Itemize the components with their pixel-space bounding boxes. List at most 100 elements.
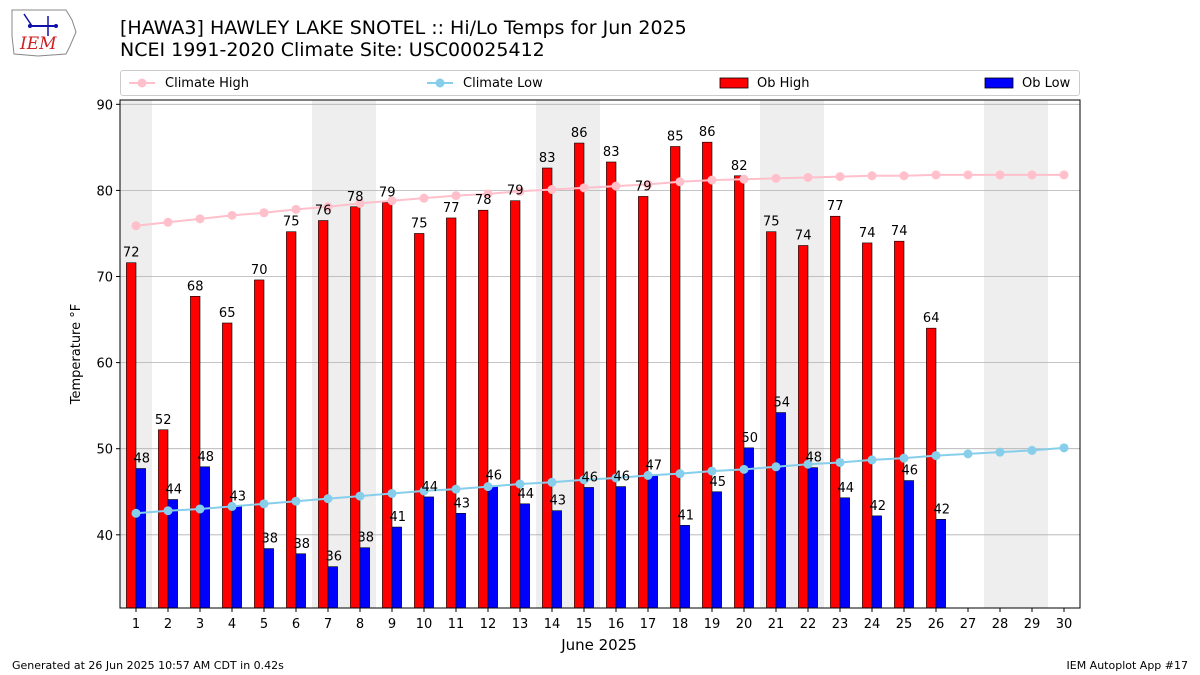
ob-high-bar bbox=[894, 240, 905, 609]
climate-high-point bbox=[259, 208, 269, 218]
ob-high-bar bbox=[734, 175, 745, 609]
climate-high-point bbox=[483, 189, 493, 199]
ob-high-bar bbox=[478, 209, 489, 609]
x-tick-label: 20 bbox=[736, 617, 753, 632]
ob-high-label: 72 bbox=[123, 246, 140, 261]
ob-high-label: 64 bbox=[923, 311, 940, 326]
ob-low-bar bbox=[647, 475, 658, 609]
climate-high-point bbox=[995, 170, 1005, 180]
ob-low-label: 38 bbox=[294, 537, 311, 552]
ob-low-label: 41 bbox=[678, 508, 695, 523]
ob-high-label: 82 bbox=[731, 159, 748, 174]
climate-low-point bbox=[387, 488, 397, 498]
climate-high-point bbox=[803, 172, 813, 182]
ob-low-bar bbox=[263, 548, 274, 609]
weekend-shading bbox=[984, 100, 1048, 608]
ob-high-bar bbox=[350, 206, 361, 609]
ob-low-label: 41 bbox=[390, 510, 407, 525]
climate-low-point bbox=[291, 496, 301, 506]
chart-legend: Climate High Climate Low Ob High Ob Low bbox=[120, 70, 1080, 96]
x-tick-label: 23 bbox=[832, 617, 849, 632]
climate-low-point bbox=[227, 501, 237, 511]
ob-high-label: 83 bbox=[603, 145, 620, 160]
ob-high-bar bbox=[638, 196, 649, 609]
climate-high-point bbox=[451, 191, 461, 201]
climate-low-point bbox=[611, 473, 621, 483]
ob-low-label: 50 bbox=[742, 431, 759, 446]
climate-high-point bbox=[771, 173, 781, 183]
x-tick-label: 3 bbox=[196, 617, 204, 632]
climate-high-point bbox=[163, 217, 173, 227]
ob-high-label: 83 bbox=[539, 151, 556, 166]
ob-high-label: 70 bbox=[251, 263, 268, 278]
ob-low-bar bbox=[583, 487, 594, 609]
ob-low-bar bbox=[903, 480, 914, 609]
climate-low-point bbox=[707, 466, 717, 476]
ob-high-label: 79 bbox=[379, 185, 396, 200]
ob-low-label: 38 bbox=[262, 532, 279, 547]
ob-low-label: 36 bbox=[326, 550, 343, 565]
ob-high-bar bbox=[766, 231, 777, 609]
ob-high-label: 74 bbox=[795, 229, 812, 244]
climate-low-point bbox=[1027, 445, 1037, 455]
ob-high-bar bbox=[222, 322, 233, 609]
climate-high-point bbox=[643, 179, 653, 189]
ob-low-label: 44 bbox=[422, 480, 439, 495]
ob-high-label: 75 bbox=[283, 215, 300, 230]
ob-low-label: 54 bbox=[774, 396, 791, 411]
ob-low-bar bbox=[807, 467, 818, 609]
x-tick-label: 11 bbox=[448, 617, 465, 632]
app-credit: IEM Autoplot App #17 bbox=[1066, 659, 1189, 672]
climate-high-point bbox=[1027, 170, 1037, 180]
climate-high-point bbox=[835, 172, 845, 182]
climate-low-point bbox=[1059, 443, 1069, 453]
y-tick-label: 70 bbox=[96, 271, 113, 286]
x-tick-label: 19 bbox=[704, 617, 721, 632]
climate-high-point bbox=[1059, 170, 1069, 180]
climate-low-point bbox=[899, 453, 909, 463]
ob-low-label: 43 bbox=[230, 489, 247, 504]
ob-low-label: 46 bbox=[902, 464, 919, 479]
ob-low-label: 48 bbox=[198, 450, 215, 465]
climate-high-point bbox=[963, 170, 973, 180]
ob-low-label: 42 bbox=[934, 502, 951, 517]
climate-low-point bbox=[195, 504, 205, 514]
ob-high-label: 77 bbox=[443, 201, 460, 216]
climate-high-point bbox=[227, 210, 237, 220]
x-tick-label: 10 bbox=[416, 617, 433, 632]
ob-low-bar bbox=[711, 491, 722, 609]
climate-low-point bbox=[803, 459, 813, 469]
climate-low-point bbox=[579, 475, 589, 485]
climate-low-point bbox=[739, 464, 749, 474]
ob-low-bar bbox=[775, 412, 786, 609]
climate-low-point bbox=[835, 457, 845, 467]
legend-label: Climate Low bbox=[463, 75, 543, 91]
x-tick-label: 16 bbox=[608, 617, 625, 632]
ob-low-bar bbox=[423, 496, 434, 609]
x-tick-label: 1 bbox=[132, 617, 140, 632]
ob-high-bar bbox=[446, 217, 457, 609]
climate-high-point bbox=[867, 171, 877, 181]
x-tick-label: 29 bbox=[1024, 617, 1041, 632]
ob-high-bar bbox=[830, 215, 841, 609]
x-tick-label: 9 bbox=[388, 617, 396, 632]
generated-timestamp: Generated at 26 Jun 2025 10:57 AM CDT in… bbox=[12, 659, 284, 672]
x-tick-label: 24 bbox=[864, 617, 881, 632]
ob-low-label: 38 bbox=[358, 531, 375, 546]
y-axis-label: Temperature °F bbox=[69, 304, 84, 405]
ob-high-label: 74 bbox=[891, 224, 908, 239]
climate-high-point bbox=[899, 171, 909, 181]
ob-low-bar bbox=[231, 506, 242, 609]
ob-high-label: 78 bbox=[475, 193, 492, 208]
climate-low-point bbox=[771, 462, 781, 472]
x-tick-label: 4 bbox=[228, 617, 236, 632]
ob-high-label: 86 bbox=[571, 126, 588, 141]
ob-high-label: 52 bbox=[155, 413, 172, 428]
ob-high-label: 79 bbox=[507, 184, 524, 199]
x-tick-label: 30 bbox=[1056, 617, 1073, 632]
climate-low-point bbox=[931, 451, 941, 461]
ob-high-label: 77 bbox=[827, 199, 844, 214]
chart-subtitle: NCEI 1991-2020 Climate Site: USC00025412 bbox=[120, 39, 545, 61]
ob-high-bar bbox=[158, 429, 169, 609]
ob-low-bar bbox=[295, 553, 306, 609]
